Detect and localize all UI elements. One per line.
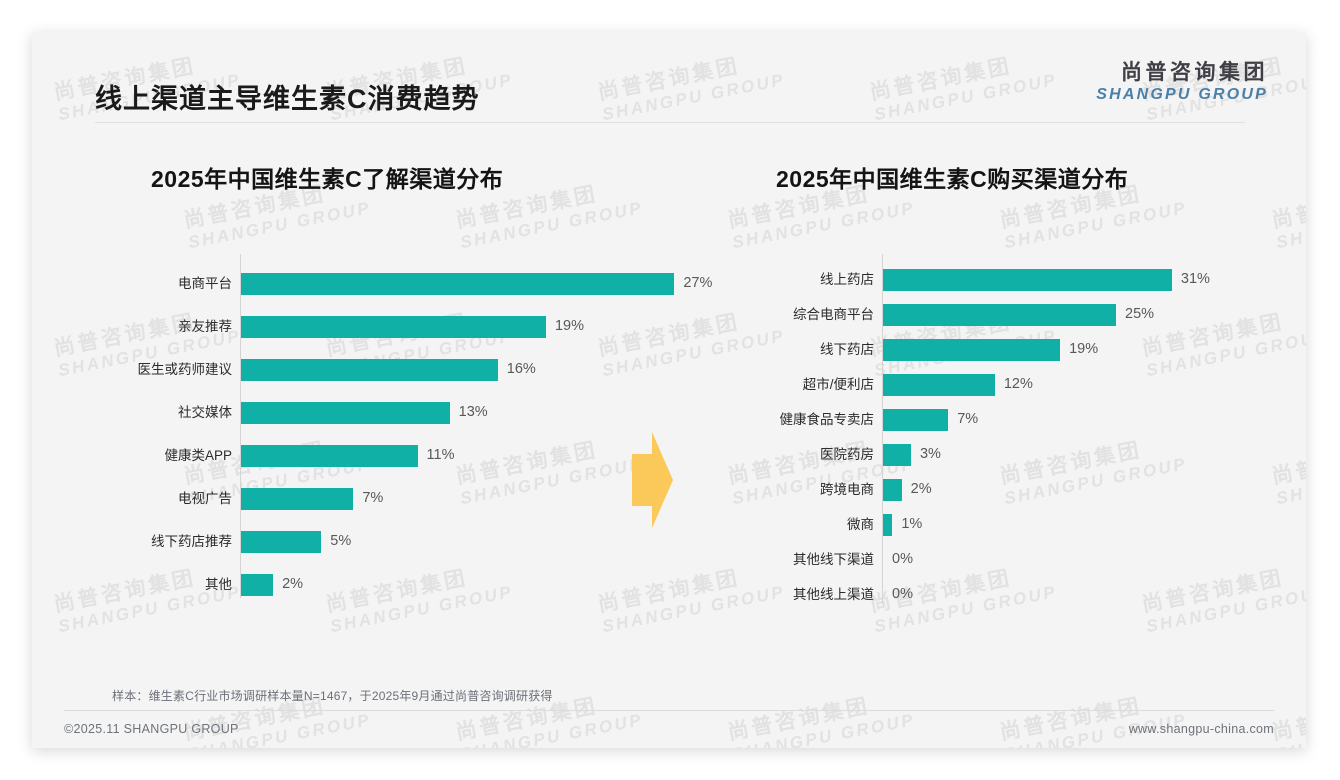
bar [883,303,1116,326]
bar-value-label: 7% [362,490,384,507]
plot-purchase: 线上药店 31% 综合电商平台 25% 线下药店 19% 超市/便利店 12% 健康食品专卖店 7… [732,254,1262,612]
chart-purchase-channels: 2025年中国维生素C购买渠道分布 线上药店 31% 综合电商平台 25% 线下药店 19… [732,160,1262,612]
bar-row: 其他 2% [95,563,683,606]
bar-value-label: 2% [282,576,304,593]
bar-row: 电视广告 7% [95,477,683,520]
bar-category-label: 健康类APP [164,447,232,463]
bar-row: 健康类APP 11% [95,434,683,477]
bar [241,487,354,510]
bar-category-label: 电商平台 [178,275,232,291]
bar-category-label: 亲友推荐 [178,318,232,334]
bar-value-label: 11% [426,447,455,464]
bar-value-label: 0% [892,586,913,603]
bar-category-label: 线上药店 [820,271,874,287]
bar-row: 医生或药师建议 16% [95,348,683,391]
page-title: 线上渠道主导维生素C消费趋势 [95,84,480,114]
bar-category-label: 跨境电商 [820,481,874,497]
y-axis-line [240,254,241,598]
bar-row: 电商平台 27% [95,262,712,305]
bar [883,513,893,536]
bar-value-label: 2% [910,481,932,498]
bar [241,401,450,424]
bar-category-label: 线下药店 [820,341,874,357]
brand-logo-cn: 尚普咨询集团 [1121,61,1268,84]
copyright-text: ©2025.11 SHANGPU GROUP [64,722,239,736]
bar-category-label: 其他线下渠道 [793,551,874,567]
bar [883,268,1172,291]
website-link[interactable]: www.shangpu-china.com [1128,722,1274,736]
bar-category-label: 电视广告 [178,490,232,506]
bar-category-label: 健康食品专卖店 [779,411,875,427]
bar-value-label: 0% [892,551,913,568]
bar-row: 其他线下渠道 0% [732,542,1262,577]
bar [883,408,949,431]
bar-value-label: 31% [1180,271,1210,288]
bar-value-label: 12% [1003,376,1033,393]
bar [241,358,498,381]
bar [241,444,418,467]
bar-category-label: 线下药店推荐 [151,533,232,549]
bar-group-awareness: 电商平台 27% 亲友推荐 19% 医生或药师建议 16% 社交媒体 13% 健康类APP 11%… [95,262,712,606]
bar-value-label: 19% [1069,341,1099,358]
bar [241,530,322,553]
bar-row: 其他线上渠道 0% [732,577,1262,612]
chart-awareness-channels: 2025年中国维生素C了解渠道分布 电商平台 27% 亲友推荐 19% 医生或药师建议 1… [95,160,712,606]
bar [883,443,911,466]
right-arrow-icon [632,432,673,528]
brand-logo: 尚普咨询集团 SHANGPU GROUP [1096,60,1268,106]
bar-category-label: 医生或药师建议 [137,361,233,377]
bar-group-purchase: 线上药店 31% 综合电商平台 25% 线下药店 19% 超市/便利店 12% 健康食品专卖店 7… [732,262,1262,612]
bar-row: 线下药店推荐 5% [95,520,683,563]
slide-footer: ©2025.11 SHANGPU GROUP www.shangpu-china… [32,710,1306,748]
source-note: 样本：维生素C行业市场调研样本量N=1467，于2025年9月通过尚普咨询调研获… [112,689,553,703]
bar-row: 超市/便利店 12% [732,367,1262,402]
bar-row: 亲友推荐 19% [95,305,683,348]
bar-value-label: 1% [901,516,923,533]
bar-value-label: 3% [919,446,941,463]
bar-row: 线下药店 19% [732,332,1262,367]
bar [241,573,274,596]
bar-category-label: 医院药房 [820,446,874,462]
chart-title-awareness: 2025年中国维生素C了解渠道分布 [151,166,504,192]
bar-category-label: 微商 [847,516,874,532]
bar-value-label: 19% [554,318,584,335]
slide-header: 线上渠道主导维生素C消费趋势 尚普咨询集团 SHANGPU GROUP [32,32,1306,124]
bar-row: 线上药店 31% [732,262,1262,297]
header-divider [95,122,1245,123]
chart-title-purchase: 2025年中国维生素C购买渠道分布 [776,166,1129,192]
bar-value-label: 5% [330,533,352,550]
bar-row: 微商 1% [732,507,1262,542]
footer-divider [64,710,1274,711]
bar-value-label: 16% [506,361,536,378]
brand-logo-en: SHANGPU GROUP [1096,86,1268,104]
bar-row: 健康食品专卖店 7% [732,402,1262,437]
plot-awareness: 电商平台 27% 亲友推荐 19% 医生或药师建议 16% 社交媒体 13% 健康类APP 11%… [95,254,712,606]
bar-value-label: 25% [1125,306,1155,323]
bar-row: 跨境电商 2% [732,472,1262,507]
slide-card: 尚普咨询集团 SHANGPU GROUP 尚普咨询集团 SHANGPU GROUP 尚普… [32,32,1306,748]
bar-category-label: 社交媒体 [178,404,232,420]
bar-row: 社交媒体 13% [95,391,683,434]
bar-value-label: 27% [683,275,713,292]
bar-value-label: 13% [458,404,488,421]
bar-row: 综合电商平台 25% [732,297,1262,332]
bar-value-label: 7% [957,411,979,428]
bar [241,315,546,338]
bar-category-label: 综合电商平台 [793,306,874,322]
bar-category-label: 超市/便利店 [802,376,874,392]
bar-category-label: 其他 [205,576,232,592]
bar [883,338,1061,361]
y-axis-line [882,254,883,604]
bar [883,478,902,501]
bar-row: 医院药房 3% [732,437,1262,472]
bar [883,373,995,396]
bar [241,272,675,295]
bar-category-label: 其他线上渠道 [793,586,874,602]
